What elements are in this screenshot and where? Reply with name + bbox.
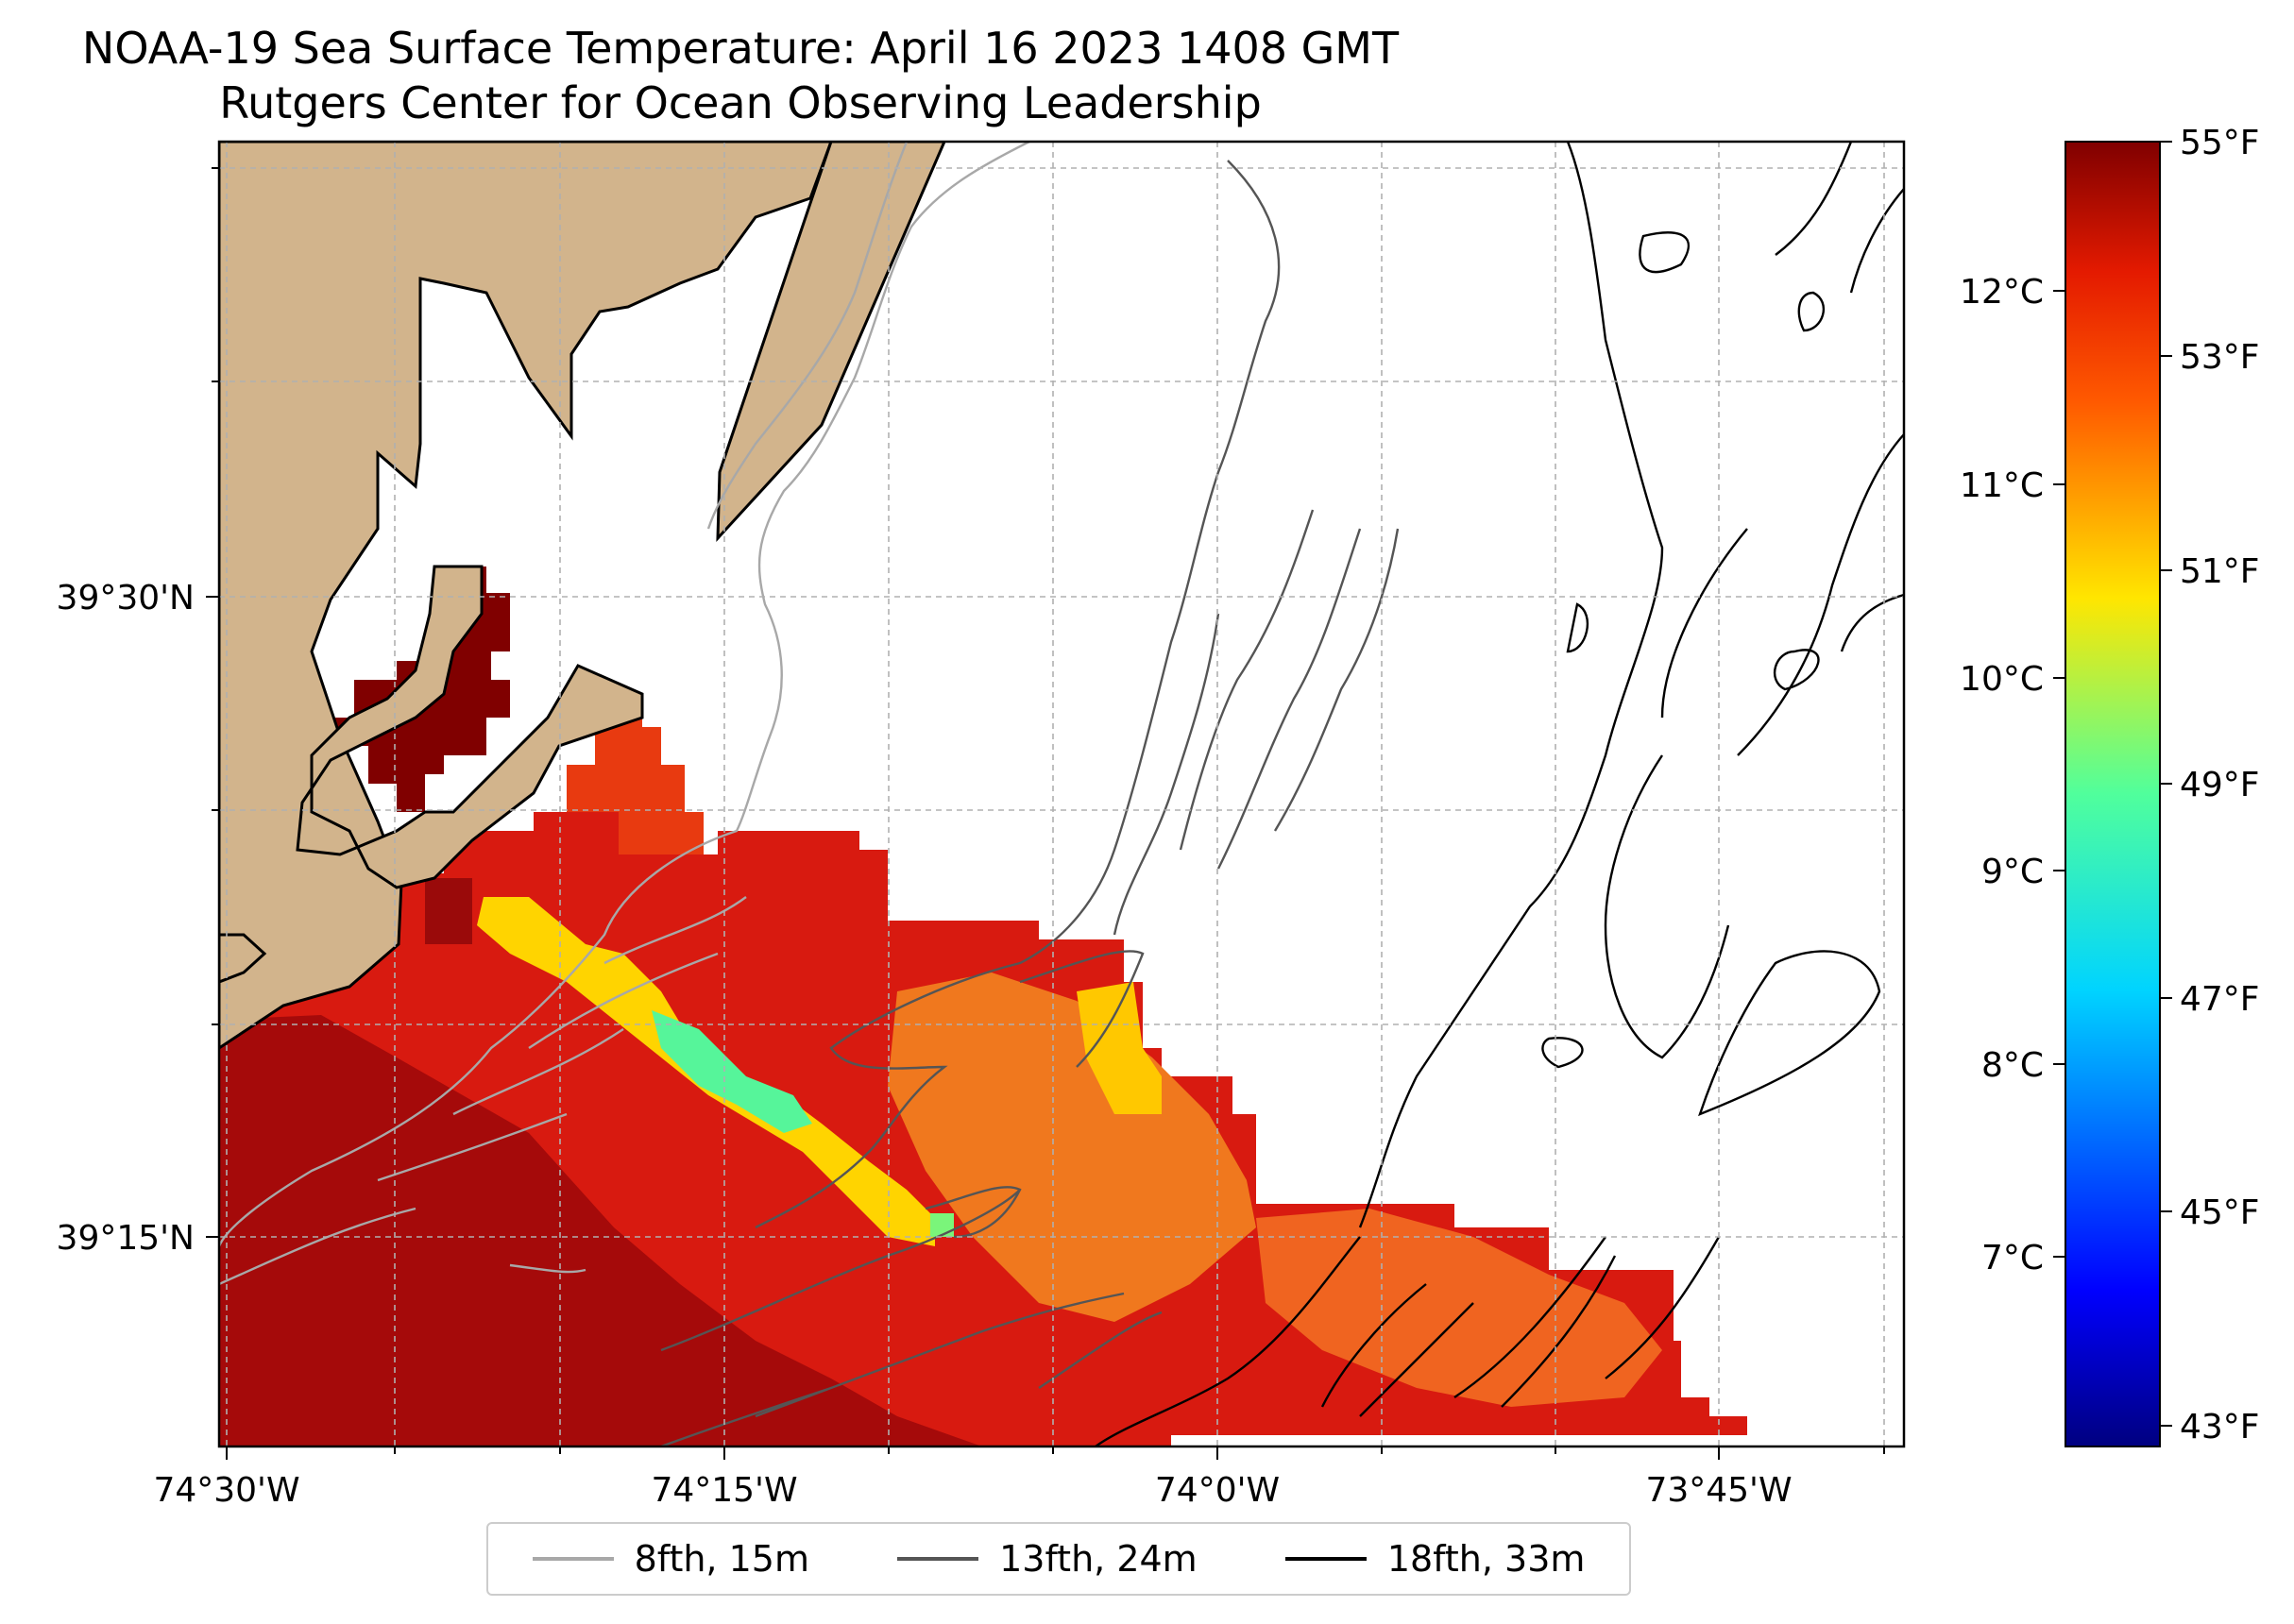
cbar-f-53: 53°F <box>2180 338 2260 377</box>
axis-ticks <box>206 167 1885 1460</box>
cbar-c-7: 7°C <box>1981 1239 2044 1277</box>
x-tick-label-2: 74°15'W <box>651 1471 797 1510</box>
legend-item-13fth: 13fth, 24m <box>897 1538 1198 1580</box>
axis-labels: 74°30'W 74°15'W 74°0'W 73°45'W 39°30'N 3… <box>57 579 1793 1510</box>
x-tick-label-4: 73°45'W <box>1645 1471 1792 1510</box>
title-line-2: Rutgers Center for Ocean Observing Leade… <box>219 77 1262 128</box>
colorbar-labels: 55°F 53°F 51°F 49°F 47°F 45°F 43°F 12°C … <box>1960 124 2259 1446</box>
new-jersey-land <box>219 142 833 1050</box>
cbar-c-9: 9°C <box>1981 853 2044 891</box>
legend-swatch-8fth <box>532 1557 614 1561</box>
legend-label-13fth: 13fth, 24m <box>999 1538 1198 1580</box>
y-tick-label-1: 39°30'N <box>57 579 195 617</box>
cbar-f-45: 45°F <box>2180 1193 2260 1232</box>
colorbar: 55°F 53°F 51°F 49°F 47°F 45°F 43°F 12°C … <box>1960 124 2260 1447</box>
cbar-c-12: 12°C <box>1960 273 2044 312</box>
contour-8fth-main <box>219 142 1030 1247</box>
legend-swatch-18fth <box>1284 1557 1367 1561</box>
sst-orange-band <box>888 973 1256 1322</box>
legend-label-18fth: 18fth, 33m <box>1386 1538 1586 1580</box>
cbar-f-47: 47°F <box>2180 980 2260 1019</box>
sst-cape-may <box>425 878 472 944</box>
sst-cool-streak <box>652 1010 812 1133</box>
cbar-f-51: 51°F <box>2180 552 2260 591</box>
colorbar-gradient <box>2065 141 2161 1447</box>
sst-yellow-east <box>1077 982 1162 1114</box>
sst-cool-spot <box>930 1213 954 1237</box>
bathymetry-contours <box>219 142 1904 1446</box>
map-panel <box>219 142 1904 1446</box>
graticule <box>219 142 1904 1446</box>
y-tick-label-2: 39°15'N <box>57 1219 195 1258</box>
x-tick-label-1: 74°30'W <box>153 1471 299 1510</box>
cbar-f-43: 43°F <box>2180 1408 2260 1446</box>
colorbar-ticks <box>2053 141 2172 1427</box>
sst-orange-southeast <box>1256 1209 1662 1407</box>
cbar-f-49: 49°F <box>2180 766 2260 804</box>
legend-item-18fth: 18fth, 33m <box>1284 1538 1586 1580</box>
contour-13fth-south <box>660 1189 1163 1446</box>
cbar-c-10: 10°C <box>1960 660 2044 699</box>
legend-item-8fth: 8fth, 15m <box>532 1538 809 1580</box>
contour-8fth-inner <box>706 142 909 530</box>
legend-label-8fth: 8fth, 15m <box>634 1538 809 1580</box>
contour-13fth-ridges <box>1113 509 1400 936</box>
map-frame <box>217 140 1906 1448</box>
contour-8fth-band <box>219 896 747 1286</box>
contour-18fth-main <box>1095 142 1748 1446</box>
sst-northern-wedge <box>567 703 704 854</box>
contour-18fth-islands <box>1541 142 1904 1117</box>
contour-legend: 8fth, 15m 13fth, 24m 18fth, 33m <box>486 1522 1631 1596</box>
legend-swatch-13fth <box>897 1557 979 1561</box>
map-title: NOAA-19 Sea Surface Temperature: April 1… <box>0 21 1481 130</box>
x-tick-label-3: 74°0'W <box>1155 1471 1280 1510</box>
cbar-c-11: 11°C <box>1960 466 2044 505</box>
cbar-f-55: 55°F <box>2180 124 2260 162</box>
delaware-shore <box>219 933 267 984</box>
cbar-c-8: 8°C <box>1981 1046 2044 1085</box>
title-line-1: NOAA-19 Sea Surface Temperature: April 1… <box>81 23 1400 74</box>
sst-dark-shelf <box>219 1015 982 1446</box>
cape-may-peninsula <box>296 565 644 889</box>
